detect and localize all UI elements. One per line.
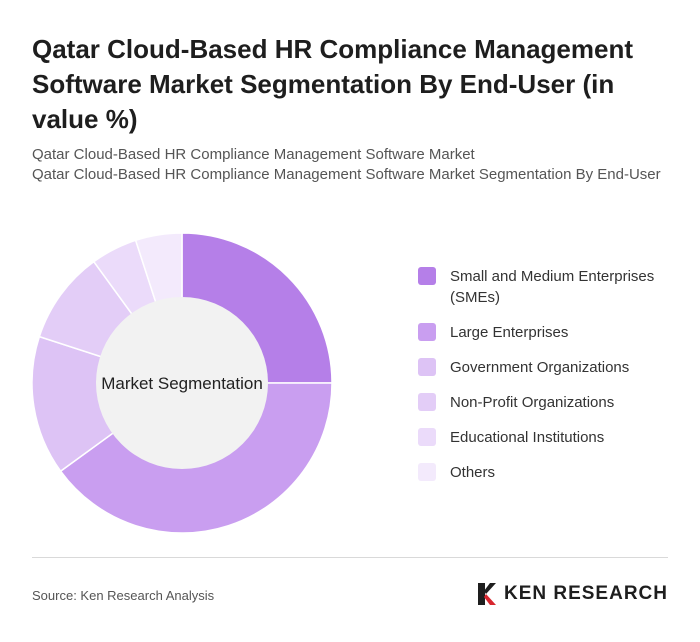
legend-swatch <box>418 393 436 411</box>
ken-research-logo: KEN RESEARCH <box>476 581 668 607</box>
chart-title: Qatar Cloud-Based HR Compliance Manageme… <box>32 34 633 134</box>
chart-subtitle: Qatar Cloud-Based HR Compliance Manageme… <box>32 145 672 185</box>
legend-item: Government Organizations <box>418 357 678 378</box>
subtitle-line-2: Qatar Cloud-Based HR Compliance Manageme… <box>32 166 661 183</box>
legend-label: Non-Profit Organizations <box>450 394 615 411</box>
legend-swatch <box>418 267 436 285</box>
legend-item: Large Enterprises <box>418 322 678 343</box>
legend-label: Educational Institutions <box>450 429 605 446</box>
donut-center-label: Market Segmentation <box>101 374 263 393</box>
legend-label: Small and Medium Enterprises (SMEs) <box>450 268 655 306</box>
legend-label: Others <box>450 464 496 481</box>
legend-swatch <box>418 323 436 341</box>
donut-chart: Market Segmentation <box>31 232 333 534</box>
subtitle-line-1: Qatar Cloud-Based HR Compliance Manageme… <box>32 146 475 163</box>
legend-swatch <box>418 358 436 376</box>
legend-item: Educational Institutions <box>418 427 678 448</box>
legend-swatch <box>418 428 436 446</box>
footer-divider <box>32 557 668 558</box>
legend-swatch <box>418 463 436 481</box>
legend-label: Large Enterprises <box>450 324 569 341</box>
donut-center-hole <box>96 297 268 469</box>
legend-item: Non-Profit Organizations <box>418 392 678 413</box>
legend-item: Others <box>418 462 678 483</box>
ken-research-logo-icon <box>477 583 496 605</box>
source-note: Source: Ken Research Analysis <box>32 588 215 603</box>
legend-label: Government Organizations <box>450 359 630 376</box>
legend-item: Small and Medium Enterprises (SMEs) <box>418 266 678 308</box>
chart-legend: Small and Medium Enterprises (SMEs) Large… <box>418 266 678 497</box>
ken-research-logo-text: KEN RESEARCH <box>503 583 668 604</box>
